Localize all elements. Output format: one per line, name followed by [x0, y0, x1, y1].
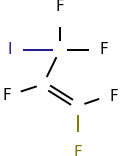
Text: F: F: [74, 145, 82, 156]
Text: F: F: [2, 88, 11, 103]
Text: F: F: [109, 89, 118, 104]
Text: I: I: [7, 42, 12, 57]
Text: F: F: [56, 0, 64, 14]
Text: F: F: [100, 42, 108, 57]
